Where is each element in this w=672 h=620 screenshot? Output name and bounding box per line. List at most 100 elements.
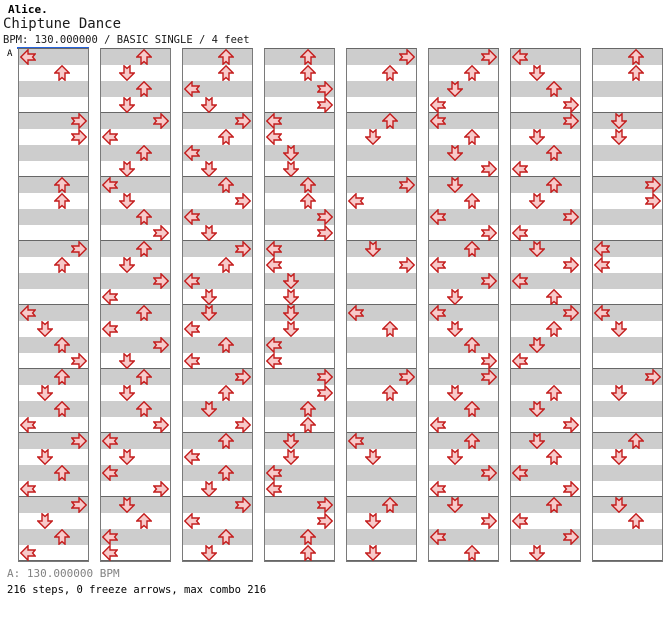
arrow-down-icon: [118, 385, 135, 401]
arrow-left-icon: [101, 129, 118, 145]
arrow-down-icon: [118, 449, 135, 465]
arrow-up-icon: [136, 49, 153, 65]
arrow-down-icon: [528, 193, 545, 209]
arrow-right-icon: [153, 337, 170, 353]
arrow-down-icon: [528, 433, 545, 449]
arrow-right-icon: [317, 81, 334, 97]
arrow-right-icon: [71, 129, 88, 145]
arrow-down-icon: [282, 305, 299, 321]
arrow-down-icon: [200, 161, 217, 177]
arrow-up-icon: [382, 65, 399, 81]
arrow-up-icon: [628, 513, 645, 529]
arrow-down-icon: [528, 241, 545, 257]
arrow-up-icon: [464, 337, 481, 353]
arrow-down-icon: [446, 145, 463, 161]
arrow-up-icon: [300, 65, 317, 81]
arrow-right-icon: [399, 369, 416, 385]
arrow-down-icon: [36, 321, 53, 337]
arrow-down-icon: [200, 225, 217, 241]
arrow-up-icon: [546, 289, 563, 305]
arrow-right-icon: [563, 417, 580, 433]
arrow-down-icon: [282, 433, 299, 449]
arrow-left-icon: [183, 449, 200, 465]
arrow-up-icon: [218, 49, 235, 65]
arrow-left-icon: [183, 145, 200, 161]
arrow-right-icon: [481, 369, 498, 385]
arrow-up-icon: [54, 337, 71, 353]
arrow-left-icon: [511, 161, 528, 177]
chart-info-line: BPM: 130.000000 / BASIC SINGLE / 4 feet: [3, 34, 250, 46]
arrow-left-icon: [347, 433, 364, 449]
arrow-down-icon: [446, 81, 463, 97]
arrow-left-icon: [183, 513, 200, 529]
arrow-left-icon: [101, 289, 118, 305]
arrow-left-icon: [265, 257, 282, 273]
arrow-left-icon: [19, 545, 36, 561]
arrow-up-icon: [54, 193, 71, 209]
arrow-left-icon: [101, 177, 118, 193]
arrow-down-icon: [528, 337, 545, 353]
arrow-right-icon: [317, 225, 334, 241]
arrow-up-icon: [628, 49, 645, 65]
arrow-left-icon: [183, 81, 200, 97]
arrow-right-icon: [235, 497, 252, 513]
arrow-up-icon: [464, 241, 481, 257]
arrow-left-icon: [511, 353, 528, 369]
arrow-left-icon: [101, 545, 118, 561]
arrow-up-icon: [300, 49, 317, 65]
arrow-right-icon: [153, 225, 170, 241]
arrow-down-icon: [528, 545, 545, 561]
arrow-right-icon: [317, 513, 334, 529]
arrow-right-icon: [481, 161, 498, 177]
arrow-up-icon: [300, 529, 317, 545]
arrow-up-icon: [54, 465, 71, 481]
arrow-up-icon: [54, 401, 71, 417]
arrow-up-icon: [54, 65, 71, 81]
arrow-down-icon: [364, 241, 381, 257]
chart-column: [428, 48, 499, 562]
arrow-left-icon: [429, 257, 446, 273]
bpm-legend: A: 130.000000 BPM: [7, 567, 120, 580]
arrow-down-icon: [118, 353, 135, 369]
arrow-down-icon: [200, 305, 217, 321]
arrow-down-icon: [118, 65, 135, 81]
arrow-up-icon: [218, 433, 235, 449]
arrow-left-icon: [183, 353, 200, 369]
arrow-down-icon: [200, 289, 217, 305]
arrow-right-icon: [563, 257, 580, 273]
arrow-left-icon: [429, 305, 446, 321]
arrow-up-icon: [628, 65, 645, 81]
arrow-left-icon: [593, 257, 610, 273]
arrow-up-icon: [546, 449, 563, 465]
arrow-up-icon: [136, 305, 153, 321]
song-title: Chiptune Dance: [3, 16, 122, 32]
arrow-down-icon: [118, 257, 135, 273]
arrow-down-icon: [610, 449, 627, 465]
arrow-down-icon: [528, 65, 545, 81]
arrow-up-icon: [54, 369, 71, 385]
arrow-right-icon: [563, 209, 580, 225]
arrow-down-icon: [446, 177, 463, 193]
chart-column: [18, 48, 89, 562]
arrow-down-icon: [118, 193, 135, 209]
arrow-right-icon: [235, 417, 252, 433]
arrow-up-icon: [300, 193, 317, 209]
arrow-left-icon: [429, 481, 446, 497]
arrow-right-icon: [399, 177, 416, 193]
arrow-right-icon: [563, 113, 580, 129]
arrow-right-icon: [399, 257, 416, 273]
arrow-up-icon: [546, 497, 563, 513]
arrow-left-icon: [511, 225, 528, 241]
arrow-down-icon: [36, 385, 53, 401]
arrow-left-icon: [101, 529, 118, 545]
arrow-down-icon: [446, 321, 463, 337]
arrow-up-icon: [136, 401, 153, 417]
arrow-up-icon: [628, 433, 645, 449]
arrow-left-icon: [511, 49, 528, 65]
arrow-up-icon: [218, 129, 235, 145]
arrow-up-icon: [382, 497, 399, 513]
arrow-right-icon: [645, 369, 662, 385]
arrow-up-icon: [218, 65, 235, 81]
arrow-left-icon: [347, 193, 364, 209]
arrow-down-icon: [282, 289, 299, 305]
